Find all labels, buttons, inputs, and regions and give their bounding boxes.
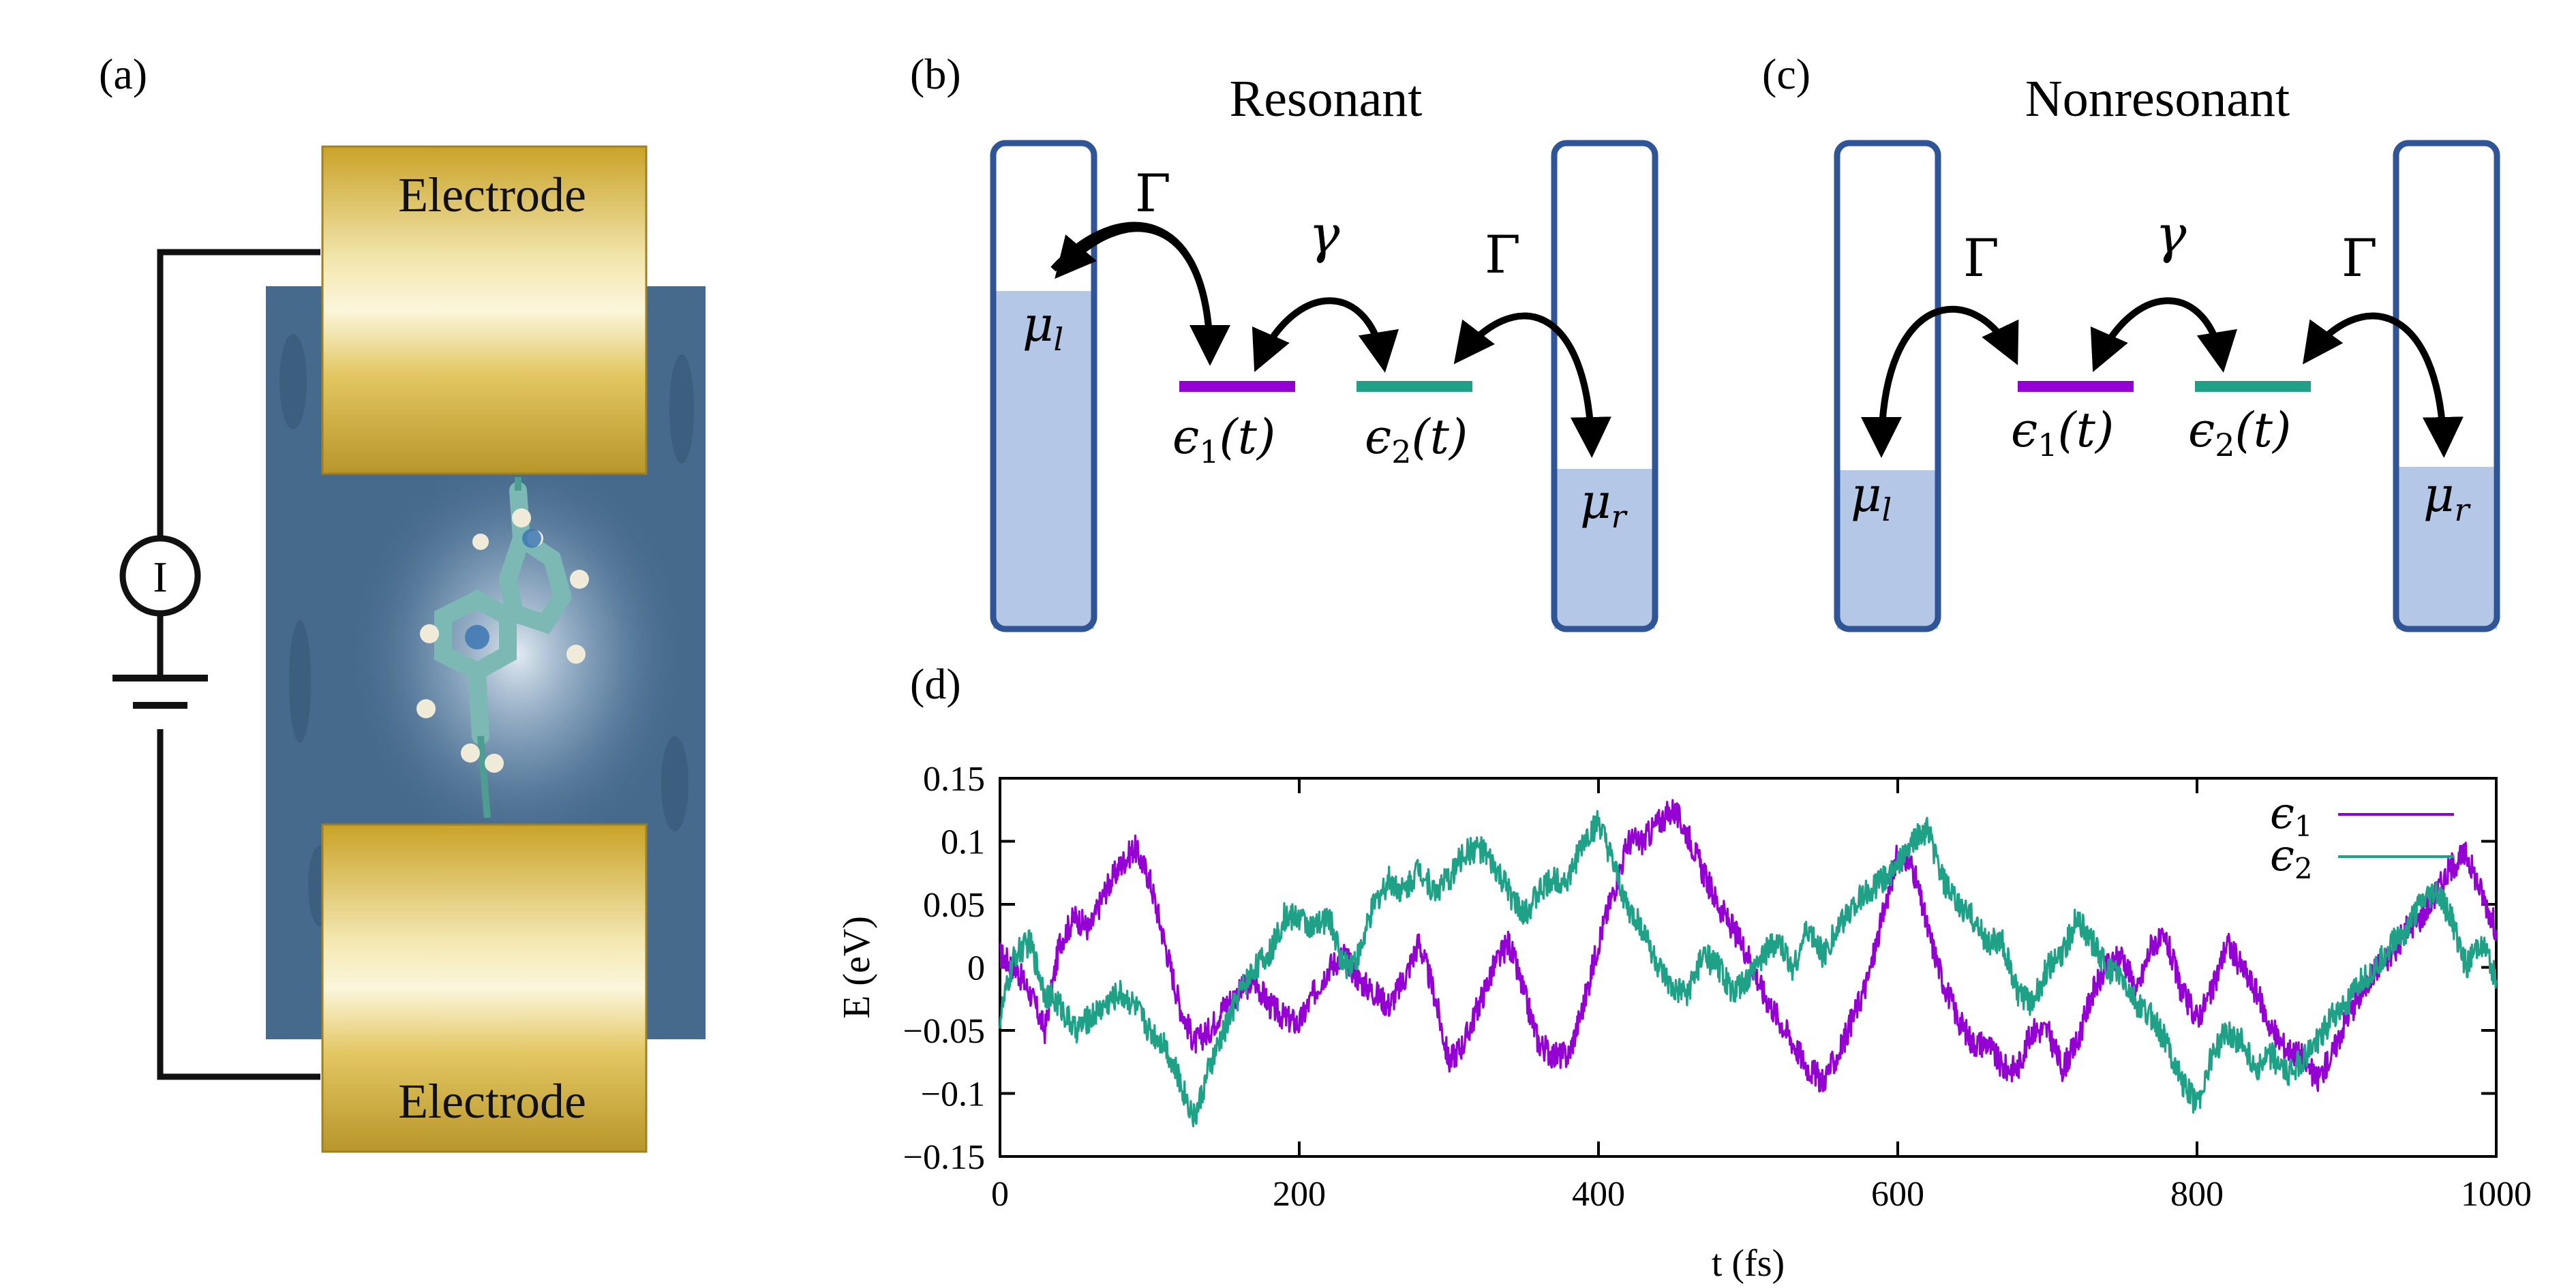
y-tick-label: 0.15 — [923, 760, 985, 799]
mu-right-label-c: μr — [2423, 467, 2472, 528]
mu-left-label-c: μl — [1851, 467, 1892, 528]
gamma-left-label-c: Γ — [1963, 228, 1999, 288]
level-eps2-label: ϵ2(t) — [1365, 409, 1468, 470]
coupling-label-c: γ — [2155, 204, 2187, 264]
hopping-arrows-c — [1861, 297, 2464, 458]
hopping-arrows — [1050, 221, 1611, 458]
y-axis-label: E (eV) — [836, 916, 878, 1019]
x-axis-label: t (fs) — [1712, 1242, 1785, 1285]
panel-b-title: Resonant — [1230, 70, 1423, 127]
y-tick-label: −0.1 — [921, 1075, 985, 1114]
panel-c-title: Nonresonant — [2025, 70, 2290, 127]
panel-c: (c) Nonresonant μl μr ϵ1(t) ϵ2(t) Γ γ Γ — [1762, 50, 2500, 632]
x-tick-label: 0 — [991, 1175, 1009, 1214]
ammeter-label: I — [153, 553, 167, 601]
level-eps2-label-c: ϵ2(t) — [2188, 402, 2291, 463]
mu-right-label: μr — [1580, 474, 1628, 535]
battery-symbol — [112, 675, 208, 709]
legend-label-2: ϵ2 — [2270, 831, 2313, 885]
y-tick-label: 0.05 — [923, 886, 985, 925]
panel-d-label: (d) — [910, 660, 961, 708]
legend-label-1: ϵ1 — [2270, 788, 2313, 843]
y-tick-label: 0.1 — [941, 823, 985, 862]
mu-left-label: μl — [1022, 296, 1063, 358]
panel-c-label: (c) — [1762, 50, 1810, 98]
panel-a: (a) I — [99, 50, 706, 1153]
level-eps1-label-c: ϵ1(t) — [2011, 402, 2114, 463]
x-tick-label: 400 — [1572, 1175, 1625, 1214]
y-tick-label: 0 — [967, 949, 985, 988]
gamma-right-label: Γ — [1485, 224, 1521, 285]
bottom-electrode: Electrode — [321, 823, 648, 1153]
top-electrode-label: Electrode — [398, 168, 586, 222]
series-line-2 — [999, 810, 2498, 1128]
top-electrode: Electrode — [321, 145, 648, 475]
energy-time-chart: 0 200 400 600 800 1000 −0.15 −0.1 −0.05 0 0.05 0.1 0… — [836, 760, 2532, 1285]
y-tick-label: −0.05 — [903, 1012, 985, 1051]
coupling-label: γ — [1309, 204, 1340, 264]
x-tick-label: 800 — [2170, 1175, 2224, 1214]
gamma-left-label: Γ — [1135, 163, 1171, 224]
panel-a-label: (a) — [99, 50, 147, 98]
bottom-electrode-label: Electrode — [398, 1074, 586, 1129]
left-reservoir-c: μl — [1834, 140, 1941, 632]
circuit-wires — [157, 249, 320, 1080]
x-tick-label: 200 — [1273, 1175, 1326, 1214]
level-eps1-label: ϵ1(t) — [1172, 409, 1275, 470]
panel-b: (b) Resonant μl μr ϵ1(t) ϵ2(t) Γ γ Γ — [910, 50, 1658, 632]
x-tick-label: 1000 — [2461, 1175, 2532, 1214]
x-tick-label: 600 — [1871, 1175, 1924, 1214]
panel-d: (d) 0 200 400 600 800 1000 −0.15 −0.1 −0.05 0 0.05… — [836, 660, 2532, 1285]
panel-b-label: (b) — [910, 50, 961, 98]
gamma-right-label-c: Γ — [2342, 228, 2378, 288]
left-reservoir: μl — [990, 140, 1097, 632]
right-reservoir: μr — [1551, 140, 1658, 632]
y-tick-label: −0.15 — [903, 1138, 985, 1177]
ammeter-symbol — [119, 535, 201, 617]
right-reservoir-c: μr — [2393, 140, 2500, 632]
